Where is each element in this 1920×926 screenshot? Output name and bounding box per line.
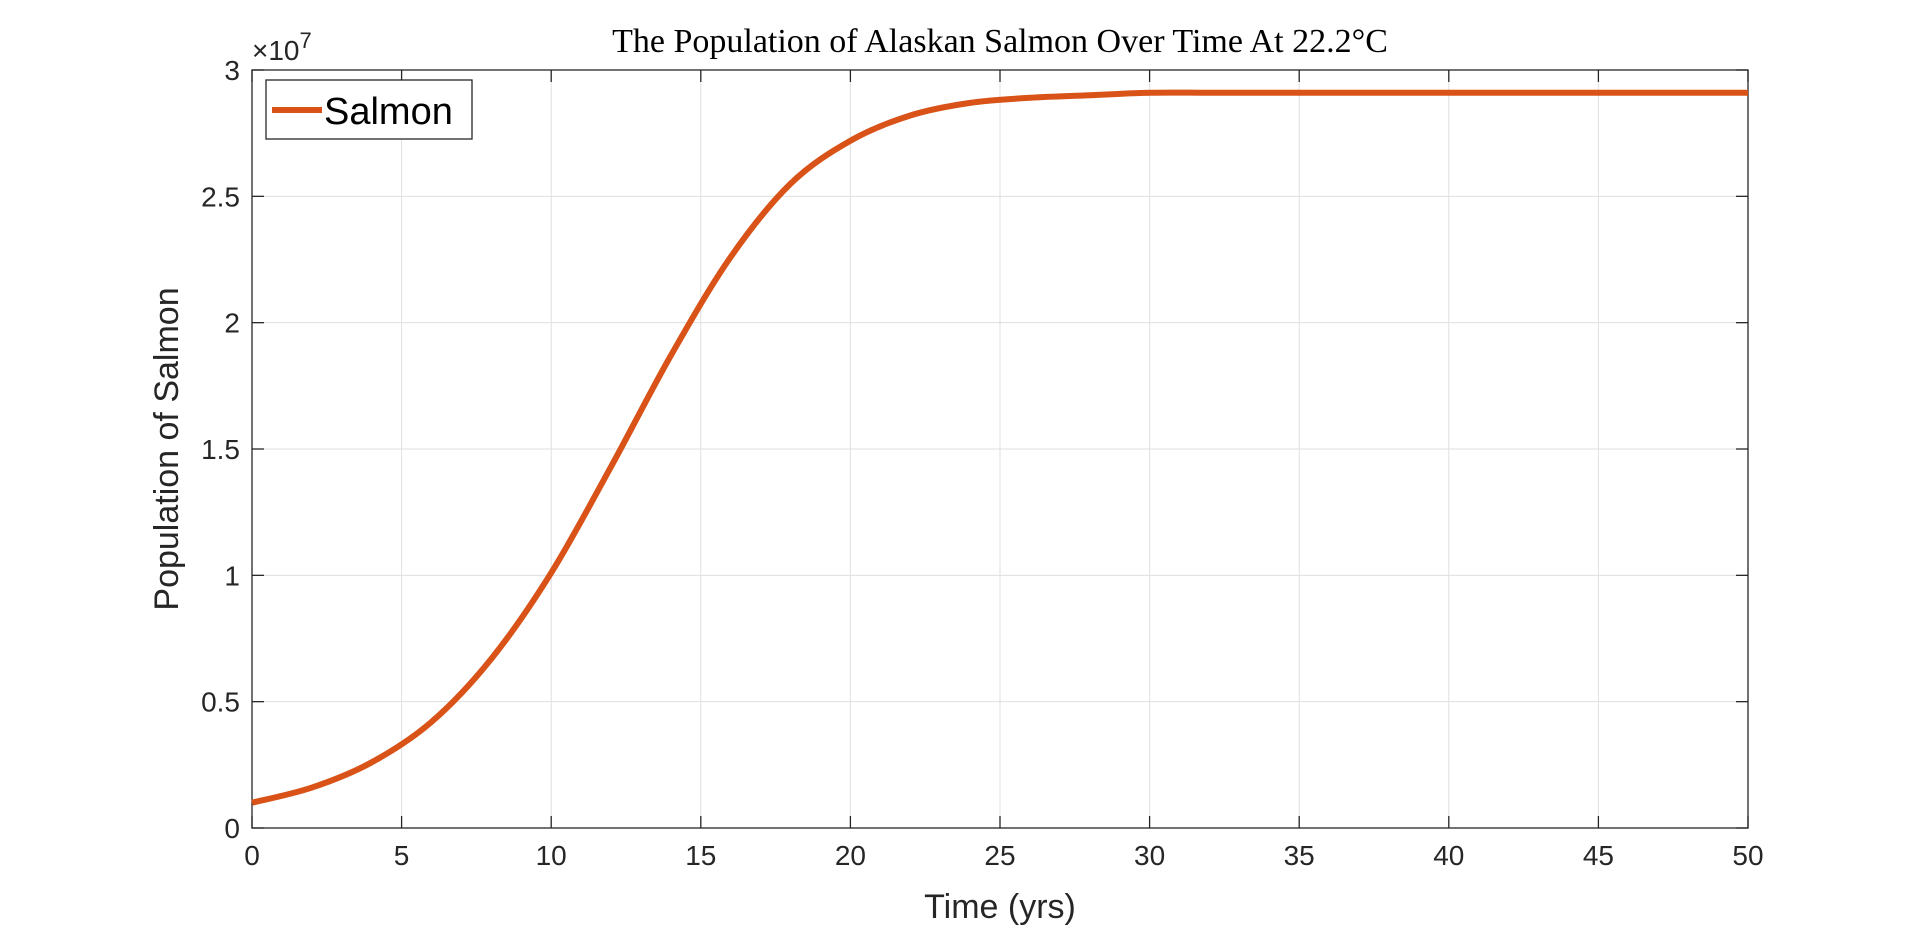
y-exponent-base: ×10 <box>252 35 300 66</box>
y-tick-label: 3 <box>224 55 240 86</box>
x-tick-label: 10 <box>536 840 567 871</box>
y-tick-labels: 0 0.5 1 1.5 2 2.5 3 <box>201 55 240 844</box>
grid <box>252 70 1748 828</box>
axis-ticks <box>251 69 1749 829</box>
y-tick-label: 1 <box>224 560 240 591</box>
series-layer <box>251 89 1748 806</box>
x-tick-label: 35 <box>1284 840 1315 871</box>
x-tick-label: 5 <box>394 840 410 871</box>
y-tick-label: 2.5 <box>201 181 240 212</box>
x-tick-label: 30 <box>1134 840 1165 871</box>
x-tick-label: 20 <box>835 840 866 871</box>
legend: Salmon <box>265 79 473 140</box>
x-tick-label: 40 <box>1433 840 1464 871</box>
x-tick-label: 45 <box>1583 840 1614 871</box>
y-axis-label: Population of Salmon <box>148 287 186 610</box>
x-tick-label: 0 <box>244 840 260 871</box>
series-line-salmon <box>251 89 1748 806</box>
x-tick-label: 25 <box>984 840 1015 871</box>
y-exponent-power: 7 <box>300 28 312 53</box>
y-tick-label: 0 <box>224 813 240 844</box>
y-tick-label: 0.5 <box>201 687 240 718</box>
y-tick-label: 1.5 <box>201 434 240 465</box>
x-axis-label: Time (yrs) <box>924 888 1076 926</box>
legend-label-salmon: Salmon <box>324 91 453 133</box>
x-tick-labels: 0 5 10 15 20 25 30 35 40 45 50 <box>244 840 1763 871</box>
y-exponent-label: ×107 <box>252 28 312 66</box>
x-tick-label: 15 <box>685 840 716 871</box>
x-tick-label: 50 <box>1732 840 1763 871</box>
y-tick-label: 2 <box>224 308 240 339</box>
chart-title: The Population of Alaskan Salmon Over Ti… <box>612 23 1388 60</box>
